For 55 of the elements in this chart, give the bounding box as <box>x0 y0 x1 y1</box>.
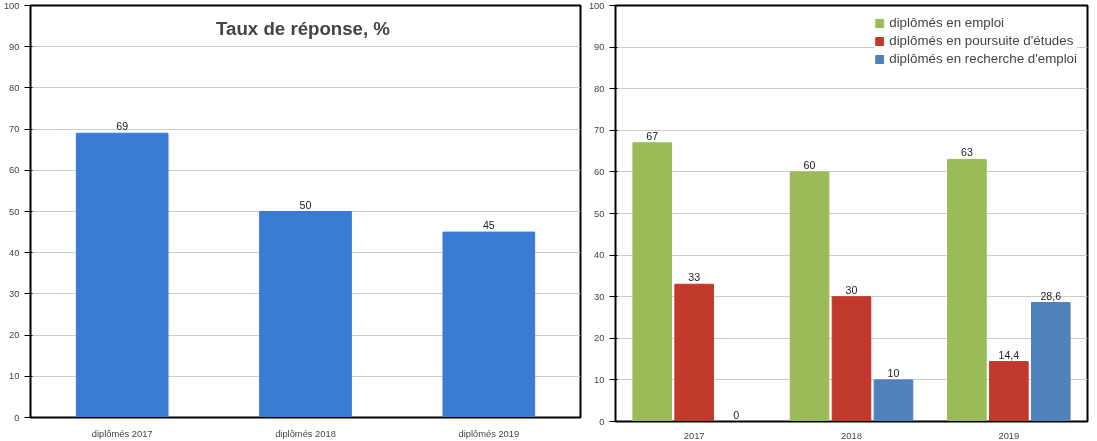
y-tick-label: 40 <box>594 250 605 261</box>
x-tick-label: 2019 <box>998 430 1020 441</box>
y-tick-label: 20 <box>9 330 20 341</box>
y-tick-label: 70 <box>9 124 20 135</box>
x-tick-label: 2017 <box>683 430 705 441</box>
y-tick-label: 100 <box>3 0 20 11</box>
y-tick-label: 30 <box>9 288 20 299</box>
x-tick-label: 2018 <box>841 430 862 441</box>
bar <box>831 296 872 422</box>
bar <box>674 283 714 422</box>
bar <box>442 231 536 418</box>
y-tick-label: 80 <box>9 82 20 93</box>
data-label: 14,4 <box>998 348 1020 361</box>
data-label: 33 <box>688 271 701 284</box>
y-tick-label: 80 <box>594 83 605 94</box>
y-tick-label: 100 <box>588 0 605 11</box>
y-tick-label: 40 <box>9 247 20 258</box>
y-tick-label: 90 <box>594 42 605 53</box>
bar <box>632 142 673 422</box>
bar <box>1030 302 1071 422</box>
y-tick-label: 0 <box>14 412 20 423</box>
y-tick-label: 50 <box>9 206 20 217</box>
y-tick-label: 60 <box>594 166 605 177</box>
y-tick-label: 50 <box>594 208 605 219</box>
bar <box>947 158 987 422</box>
data-label: 67 <box>646 129 659 142</box>
data-label: 63 <box>960 146 973 159</box>
y-tick-label: 70 <box>594 125 605 136</box>
x-tick-label: diplômés 2018 <box>275 428 336 439</box>
data-label: 0 <box>733 408 740 421</box>
data-label: 69 <box>116 120 129 133</box>
bar <box>789 171 830 422</box>
data-label: 10 <box>887 366 900 379</box>
legend-label: diplômés en recherche d'emploi <box>889 51 1077 66</box>
data-label: 60 <box>803 158 816 171</box>
y-tick-label: 10 <box>9 371 20 382</box>
x-tick-label: diplômés 2019 <box>458 428 520 439</box>
y-tick-label: 20 <box>594 333 605 344</box>
data-label: 30 <box>845 283 858 296</box>
y-tick-label: 30 <box>594 291 605 302</box>
data-label: 28,6 <box>1040 289 1062 302</box>
bar <box>75 132 169 418</box>
data-label: 45 <box>482 219 495 232</box>
text: Taux de réponse, % <box>216 17 391 39</box>
y-tick-label: 60 <box>9 165 20 176</box>
y-tick-label: 90 <box>9 41 20 52</box>
bar <box>873 379 914 422</box>
bar <box>989 361 1029 422</box>
legend-label: diplômés en poursuite d'études <box>889 33 1074 48</box>
bar <box>259 211 352 418</box>
data-label: 50 <box>299 198 312 211</box>
legend-label: diplômés en emploi <box>889 15 1005 30</box>
x-tick-label: diplômés 2017 <box>91 428 153 439</box>
y-tick-label: 10 <box>594 374 605 385</box>
y-tick-label: 0 <box>599 416 605 427</box>
